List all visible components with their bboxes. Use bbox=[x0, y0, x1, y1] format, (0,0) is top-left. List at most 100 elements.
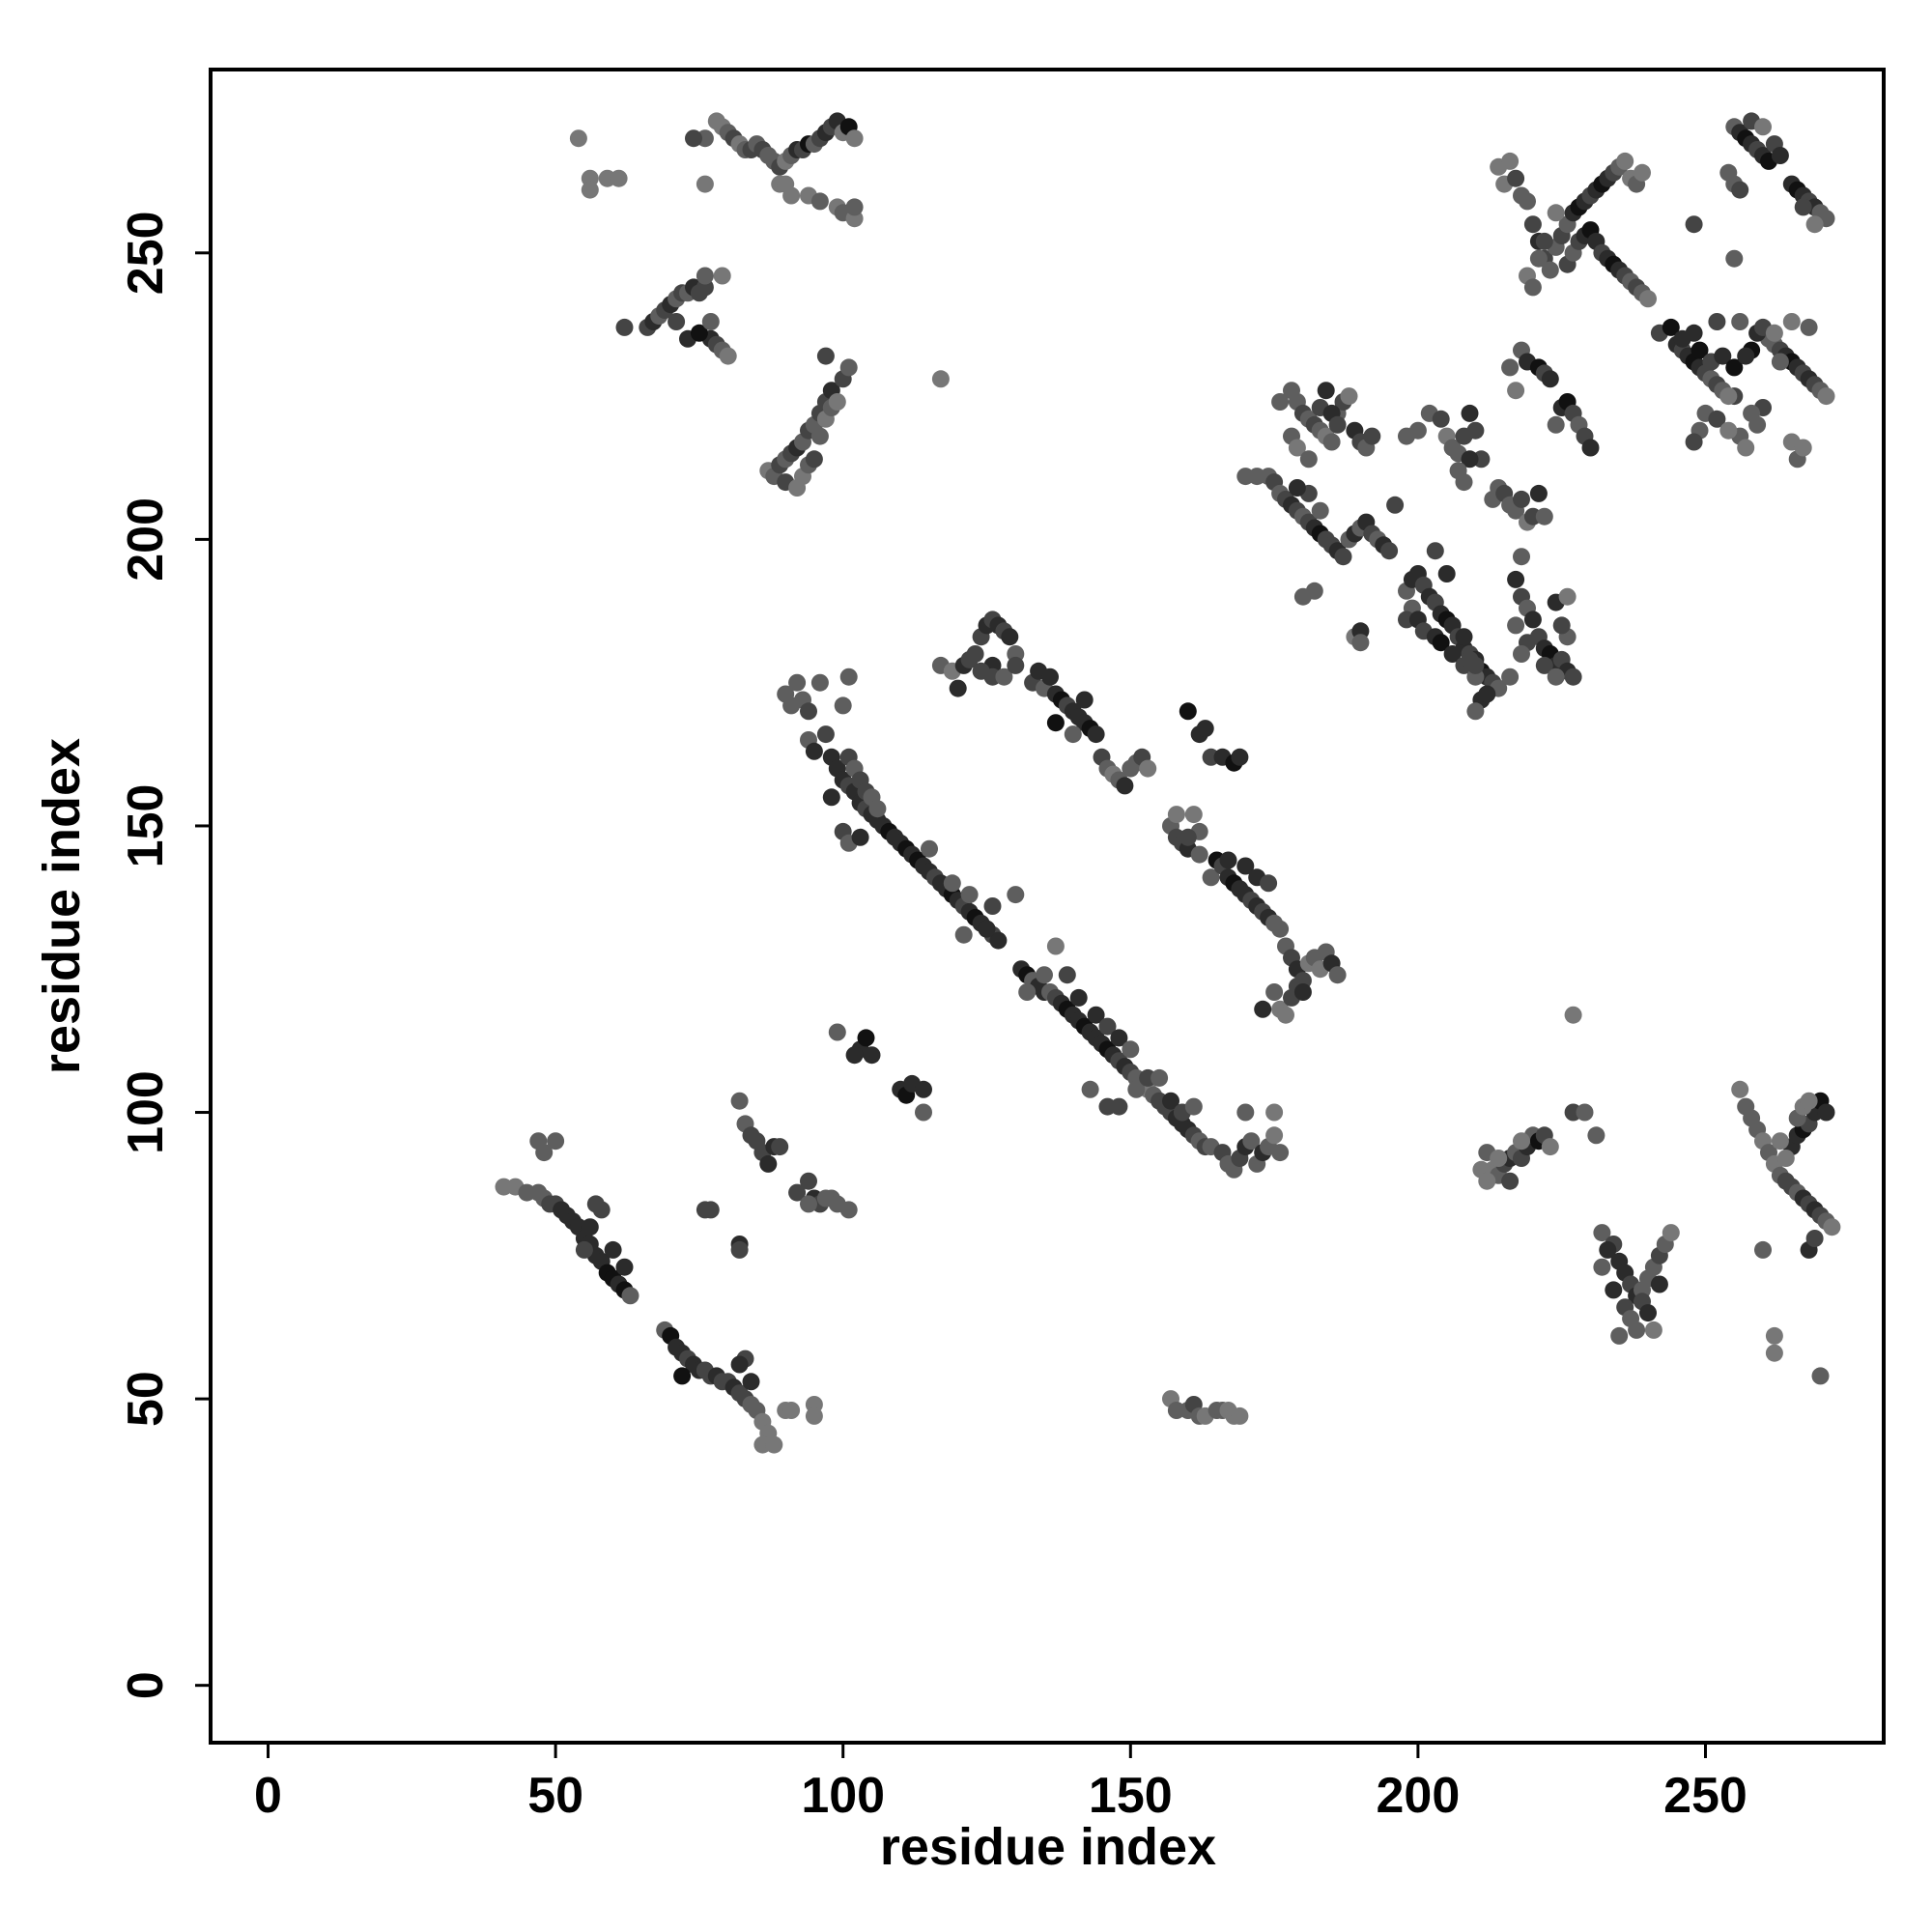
scatter-point bbox=[954, 925, 973, 944]
scatter-point bbox=[1179, 828, 1197, 846]
scatter-point bbox=[1036, 966, 1053, 984]
scatter-point bbox=[1690, 341, 1709, 359]
scatter-point bbox=[1501, 668, 1520, 686]
scatter-point bbox=[1507, 169, 1525, 187]
scatter-point bbox=[1271, 1144, 1290, 1162]
scatter-point bbox=[1771, 353, 1789, 371]
scatter-point bbox=[1513, 490, 1530, 508]
scatter-point bbox=[1725, 249, 1744, 268]
scatter-point bbox=[1219, 851, 1237, 869]
scatter-point bbox=[1190, 845, 1208, 864]
scatter-point bbox=[1127, 1080, 1146, 1098]
scatter-point bbox=[1529, 249, 1548, 268]
scatter-point bbox=[1737, 439, 1755, 457]
scatter-point bbox=[805, 1406, 823, 1425]
scatter-point bbox=[673, 1367, 692, 1385]
x-tick-label: 0 bbox=[254, 1768, 282, 1824]
scatter-point bbox=[1461, 404, 1479, 422]
scatter-point bbox=[535, 1144, 554, 1162]
scatter-point bbox=[1507, 570, 1525, 588]
scatter-point bbox=[1501, 152, 1520, 170]
scatter-point bbox=[1478, 685, 1496, 703]
scatter-point bbox=[1064, 725, 1082, 744]
x-tick-label: 50 bbox=[527, 1768, 583, 1824]
x-axis-label: residue index bbox=[880, 1818, 1216, 1876]
y-tick-label: 250 bbox=[118, 211, 174, 295]
scatter-point bbox=[1634, 163, 1651, 182]
scatter-point bbox=[788, 673, 807, 692]
scatter-point bbox=[978, 920, 996, 938]
x-tick-label: 250 bbox=[1663, 1768, 1747, 1824]
data-points bbox=[495, 112, 1841, 1454]
scatter-point bbox=[1116, 777, 1134, 795]
scatter-point bbox=[1507, 382, 1525, 400]
scatter-point bbox=[1765, 1326, 1783, 1345]
scatter-point bbox=[1501, 358, 1520, 377]
scatter-point bbox=[1260, 874, 1278, 893]
scatter-point bbox=[1639, 290, 1657, 308]
scatter-point bbox=[863, 1046, 881, 1065]
scatter-point bbox=[1254, 1000, 1272, 1018]
scatter-point bbox=[1513, 645, 1530, 663]
scatter-point bbox=[1771, 147, 1789, 164]
scatter-point bbox=[1046, 714, 1065, 732]
scatter-point bbox=[742, 1373, 760, 1391]
scatter-point bbox=[759, 1154, 778, 1173]
scatter-point bbox=[1743, 404, 1761, 422]
scatter-point bbox=[1558, 587, 1577, 606]
scatter-point bbox=[1719, 421, 1738, 440]
scatter-point bbox=[1490, 1150, 1508, 1167]
scatter-point bbox=[1288, 479, 1306, 497]
scatter-point bbox=[1432, 410, 1450, 428]
scatter-point bbox=[1800, 318, 1818, 336]
scatter-point bbox=[1139, 759, 1157, 778]
scatter-point bbox=[1541, 261, 1559, 279]
scatter-point bbox=[1317, 382, 1335, 400]
scatter-point bbox=[1523, 278, 1542, 297]
scatter-point bbox=[621, 1287, 639, 1305]
scatter-point bbox=[1708, 410, 1726, 428]
scatter-point bbox=[822, 788, 840, 807]
scatter-point bbox=[1242, 1132, 1261, 1151]
scatter-point bbox=[1731, 313, 1749, 330]
scatter-point bbox=[592, 1201, 611, 1219]
scatter-point bbox=[1277, 1006, 1294, 1024]
scatter-point bbox=[1650, 1275, 1668, 1293]
scatter-point bbox=[1236, 1103, 1255, 1122]
scatter-point bbox=[782, 1402, 801, 1419]
y-tick-label: 100 bbox=[118, 1070, 174, 1154]
scatter-point bbox=[1466, 656, 1485, 674]
scatter-point bbox=[839, 668, 858, 686]
scatter-point bbox=[1058, 966, 1076, 984]
scatter-point bbox=[1731, 181, 1749, 199]
scatter-point bbox=[839, 1201, 858, 1219]
scatter-point bbox=[581, 181, 599, 199]
scatter-point bbox=[1455, 473, 1473, 492]
scatter-point bbox=[1265, 983, 1284, 1001]
x-axis: 0 50 100 150 200 250 bbox=[254, 1743, 1747, 1824]
scatter-point bbox=[1236, 857, 1255, 875]
scatter-point bbox=[1662, 318, 1680, 336]
scatter-point bbox=[828, 393, 846, 411]
scatter-point bbox=[800, 702, 817, 721]
scatter-point bbox=[1714, 347, 1732, 365]
scatter-point bbox=[1523, 215, 1542, 234]
scatter-point bbox=[1535, 232, 1553, 250]
scatter-point bbox=[1122, 1040, 1140, 1059]
scatter-point bbox=[1725, 358, 1744, 377]
scatter-point bbox=[943, 874, 961, 893]
scatter-point bbox=[1299, 450, 1318, 469]
scatter-point bbox=[615, 1258, 634, 1276]
scatter-point bbox=[845, 198, 864, 216]
scatter-point bbox=[575, 1240, 593, 1259]
scatter-point bbox=[1271, 920, 1290, 938]
scatter-point bbox=[1110, 1029, 1128, 1047]
scatter-point bbox=[1363, 427, 1381, 445]
scatter-point bbox=[1271, 393, 1290, 411]
x-tick-label: 150 bbox=[1089, 1768, 1173, 1824]
scatter-point bbox=[730, 1355, 749, 1374]
scatter-point bbox=[701, 1201, 720, 1219]
scatter-point bbox=[1541, 1138, 1559, 1156]
scatter-point bbox=[1110, 1097, 1128, 1116]
scatter-point bbox=[719, 347, 737, 365]
